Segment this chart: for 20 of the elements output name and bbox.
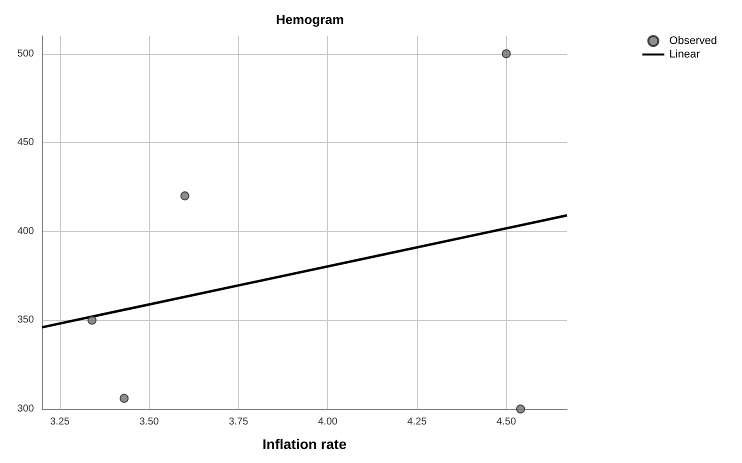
x-tick-label: 3.25 [50, 416, 70, 428]
legend-label: Linear [669, 48, 700, 60]
y-tick-label: 350 [17, 314, 34, 326]
point [180, 191, 190, 200]
point [88, 316, 96, 325]
x-tick-label: 4.25 [407, 416, 428, 428]
chart-title: Hemogram [276, 12, 344, 27]
y-tick-label: 300 [17, 404, 34, 414]
x-tick-label: 4.50 [496, 416, 516, 428]
point [120, 394, 129, 403]
x-tick-label: 3.75 [228, 416, 249, 428]
x-tick-label: 3.50 [139, 416, 160, 428]
point [516, 404, 526, 414]
x-tick-label: 4.00 [318, 416, 338, 428]
y-tick-label: 400 [17, 226, 34, 237]
point [502, 49, 511, 58]
legend-label: Observed [669, 35, 718, 47]
x-axis-title: Inflation rate [262, 436, 347, 452]
y-tick-label: 450 [17, 137, 34, 148]
y-tick-label: 500 [17, 48, 34, 60]
